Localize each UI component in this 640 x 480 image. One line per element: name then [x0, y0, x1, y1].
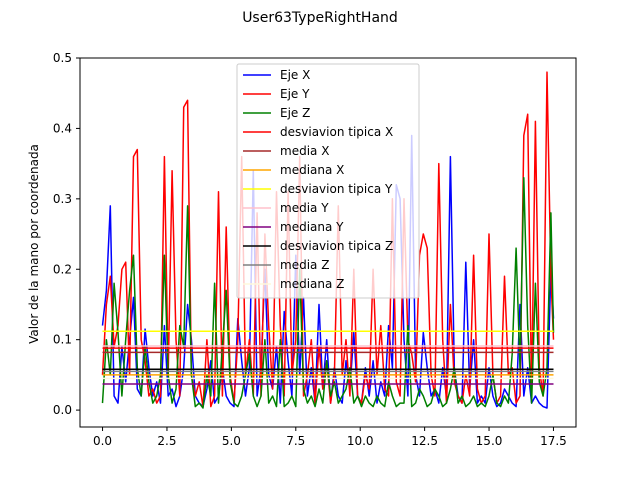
x-tick-label: 0.0: [93, 434, 112, 448]
plot-area: [101, 71, 555, 409]
legend-label-mediana-y: mediana Y: [280, 220, 344, 234]
axes: 0.0 2.5 5.0 7.5 10.0 12.5 15.0 17.5 0.0 0.1 0.2 0.3…: [53, 51, 577, 448]
legend-label-desviavion-tipica-z: desviavion tipica Z: [280, 239, 393, 253]
legend-label-mediana-z: mediana Z: [280, 277, 344, 291]
legend-label-desviavion-tipica-y: desviavion tipica Y: [280, 182, 393, 196]
x-tick-label: 17.5: [540, 434, 567, 448]
legend-label-eje-y: Eje Y: [280, 87, 310, 101]
y-tick-label: 0.5: [53, 51, 72, 65]
x-tick-label: 10.0: [347, 434, 374, 448]
x-tick-label: 12.5: [411, 434, 438, 448]
legend-label-mediana-x: mediana X: [280, 163, 344, 177]
legend-label-media-x: media X: [280, 144, 329, 158]
legend-box: [236, 63, 420, 299]
y-axis-label: Valor de la mano por coordenada: [27, 144, 41, 344]
chart-title: User63TypeRightHand: [242, 10, 398, 26]
y-tick-label: 0.2: [53, 262, 72, 276]
plot-frame: [79, 57, 577, 428]
y-tick-label: 0.0: [53, 403, 72, 417]
y-tick-label: 0.1: [53, 333, 72, 347]
y-tick-label: 0.4: [53, 121, 72, 135]
legend-label-media-z: media Z: [280, 258, 329, 272]
legend-label-desviavion-tipica-x: desviavion tipica X: [280, 125, 393, 139]
legend-label-eje-x: Eje X: [280, 68, 310, 82]
x-tick-label: 7.5: [286, 434, 305, 448]
x-tick-label: 15.0: [476, 434, 503, 448]
x-tick-label: 5.0: [222, 434, 241, 448]
legend-label-media-y: media Y: [280, 201, 329, 215]
x-tick-label: 2.5: [157, 434, 176, 448]
legend-label-eje-z: Eje Z: [280, 106, 310, 120]
y-tick-label: 0.3: [53, 192, 72, 206]
legend: Eje X Eje Y Eje Z desviavion tipica X media …: [236, 63, 420, 299]
